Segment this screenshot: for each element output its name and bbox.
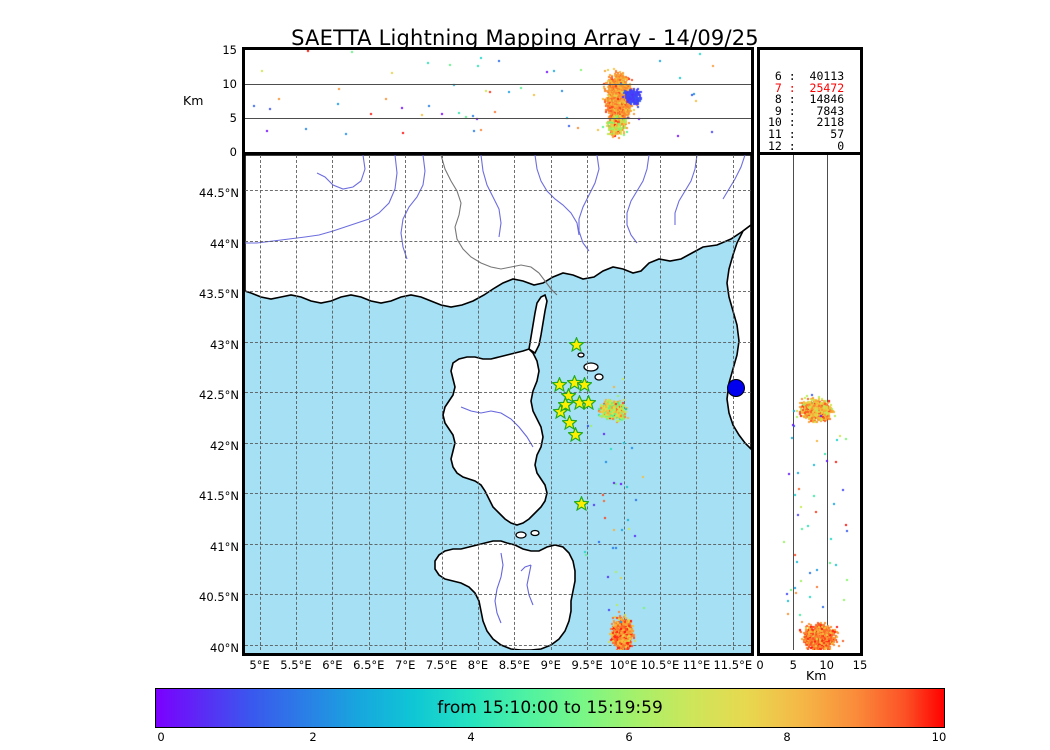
station-marker-layer [245, 155, 751, 650]
altitude-latitude-scatter [760, 155, 860, 650]
station-count-row: 12 : 0 [768, 138, 845, 153]
longitude-tick: 9°E [540, 658, 561, 672]
station-count-row: 9 : 7843 [768, 103, 845, 118]
station-count-row: 8 : 14846 [768, 92, 845, 107]
longitude-tick: 8.5°E [498, 658, 531, 672]
lma-station-marker [568, 427, 584, 443]
longitude-altitude-scatter [245, 50, 751, 152]
latitude-tick: 40.5°N [199, 590, 239, 605]
longitude-tick: 8°E [467, 658, 489, 672]
latitude-tick: 40°N [210, 640, 239, 655]
side-x-tick: 0 [756, 658, 764, 672]
station-count-panel: 6 : 40113 7 : 25472 8 : 14846 9 : 7843 10… [757, 47, 863, 155]
station-count-row: 10 : 2118 [768, 115, 845, 130]
colorbar-tick: 8 [783, 730, 791, 744]
longitude-tick: 9.5°E [571, 658, 603, 672]
map-panel [242, 155, 754, 656]
longitude-tick: 11.5°E [713, 658, 753, 672]
top-y-tick: 0 [229, 145, 237, 159]
side-x-tick: 15 [852, 658, 868, 672]
top-y-tick: 5 [229, 111, 237, 125]
side-x-tick: 5 [789, 658, 797, 672]
latitude-tick: 41°N [210, 539, 239, 554]
lma-station-marker [557, 397, 573, 413]
latitude-tick: 42.5°N [199, 388, 239, 403]
latitude-tick: 44°N [210, 236, 239, 251]
longitude-tick: 6°E [322, 658, 343, 672]
altitude-latitude-panel [757, 155, 863, 656]
latitude-tick: 44.5°N [199, 186, 239, 201]
lma-station-marker [569, 337, 585, 353]
longitude-tick: 11°E [682, 658, 711, 672]
lma-station-marker [566, 374, 582, 390]
longitude-tick: 7°E [395, 658, 416, 672]
longitude-tick: 10°E [609, 658, 638, 672]
colorbar-tick-labels: 0 2 4 6 8 10 [155, 730, 946, 746]
lma-station-marker [573, 496, 589, 512]
longitude-altitude-panel [242, 47, 754, 155]
colorbar-tick: 0 [157, 730, 165, 744]
top-y-tick: 10 [222, 77, 237, 91]
colorbar-tick: 4 [467, 730, 475, 744]
lma-station-marker [552, 376, 568, 392]
lma-station-marker [576, 376, 592, 392]
longitude-tick: 5°E [249, 658, 270, 672]
station-count-list: 6 : 40113 7 : 25472 8 : 14846 9 : 7843 10… [768, 69, 845, 153]
longitude-tick: 6.5°E [353, 658, 385, 672]
top-panel-gridline [245, 84, 751, 85]
map-scatter [245, 155, 751, 650]
colorbar-tick: 10 [931, 730, 947, 744]
station-count-row: 7 : 25472 [768, 80, 845, 95]
reference-marker-dot [726, 379, 745, 398]
colorbar-tick: 2 [309, 730, 317, 744]
latitude-tick: 41.5°N [199, 489, 239, 504]
latitude-tick: 43.5°N [199, 287, 239, 302]
top-panel-gridline [245, 118, 751, 119]
colorbar-tick: 6 [625, 730, 633, 744]
colorbar-label: from 15:10:00 to 15:19:59 [437, 698, 663, 718]
station-count-row: 6 : 40113 [768, 69, 845, 83]
latitude-tick: 42°N [210, 438, 239, 453]
side-x-tick: 10 [819, 658, 834, 672]
longitude-tick: 5.5°E [280, 658, 312, 672]
latitude-tick: 43°N [210, 337, 239, 352]
top-y-tick: 15 [222, 43, 237, 57]
station-count-row: 11 : 57 [768, 126, 845, 141]
side-panel-x-axis-label: Km [806, 668, 827, 683]
lma-station-marker [581, 395, 597, 410]
lma-station-marker [562, 415, 578, 431]
top-panel-y-axis-label: Km [183, 93, 204, 108]
longitude-tick: 7.5°E [425, 658, 458, 672]
time-colorbar[interactable] [155, 688, 945, 728]
page-title: SAETTA Lightning Mapping Array - 14/09/2… [291, 26, 759, 50]
longitude-tick: 10.5°E [640, 658, 680, 672]
